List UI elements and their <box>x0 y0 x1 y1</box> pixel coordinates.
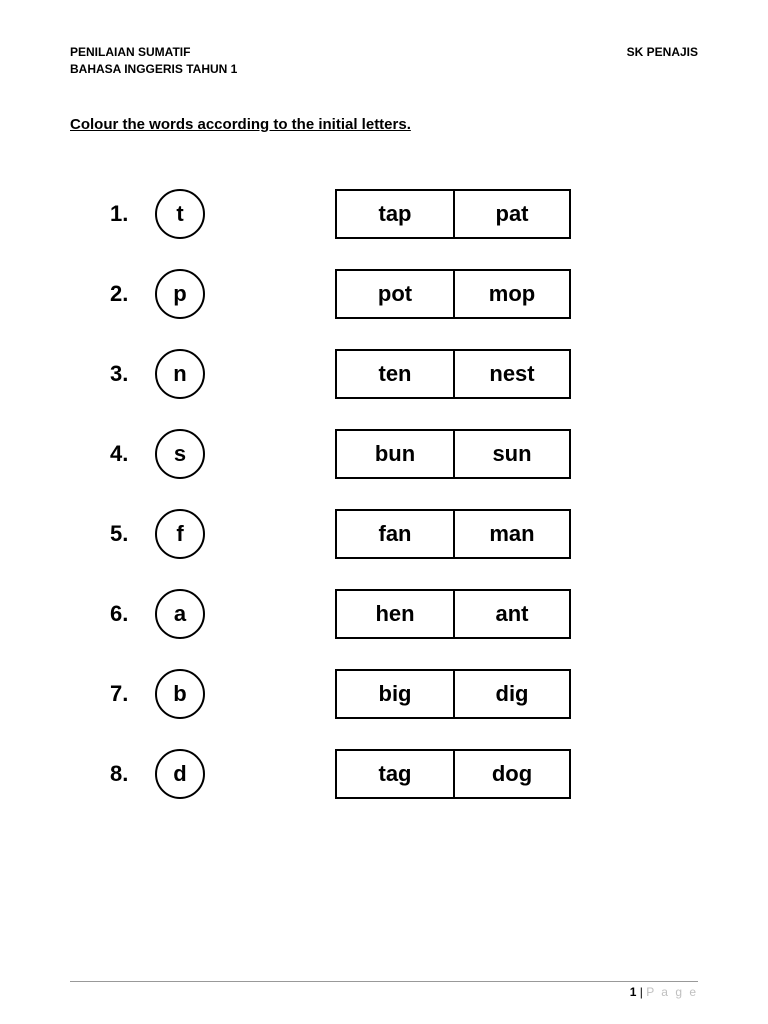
exercise-row: 8. d tag dog <box>110 748 698 800</box>
exercise-row: 5. f fan man <box>110 508 698 560</box>
word-box-1: tap <box>335 189 453 239</box>
word-boxes: tap pat <box>335 189 571 239</box>
row-number: 7. <box>110 681 145 707</box>
word-box-2: dig <box>453 669 571 719</box>
exercise-row: 4. s bun sun <box>110 428 698 480</box>
letter-circle: a <box>155 589 205 639</box>
word-boxes: hen ant <box>335 589 571 639</box>
letter-circle: t <box>155 189 205 239</box>
word-box-1: bun <box>335 429 453 479</box>
exercise-container: 1. t tap pat 2. p pot mop 3. n ten nest … <box>70 188 698 800</box>
word-box-1: ten <box>335 349 453 399</box>
exercise-row: 2. p pot mop <box>110 268 698 320</box>
word-boxes: big dig <box>335 669 571 719</box>
header-left-2: BAHASA INGGERIS TAHUN 1 <box>70 62 698 76</box>
row-number: 5. <box>110 521 145 547</box>
word-box-2: ant <box>453 589 571 639</box>
row-number: 6. <box>110 601 145 627</box>
word-box-2: pat <box>453 189 571 239</box>
exercise-row: 7. b big dig <box>110 668 698 720</box>
row-number: 1. <box>110 201 145 227</box>
letter-circle: n <box>155 349 205 399</box>
word-box-2: dog <box>453 749 571 799</box>
word-box-2: man <box>453 509 571 559</box>
word-box-1: hen <box>335 589 453 639</box>
row-number: 8. <box>110 761 145 787</box>
letter-circle: b <box>155 669 205 719</box>
letter-circle: p <box>155 269 205 319</box>
row-number: 4. <box>110 441 145 467</box>
header-right-1: SK PENAJIS <box>627 45 698 59</box>
exercise-row: 6. a hen ant <box>110 588 698 640</box>
word-boxes: pot mop <box>335 269 571 319</box>
page-word: P a g e <box>646 985 698 999</box>
exercise-row: 1. t tap pat <box>110 188 698 240</box>
page-footer: 1 | P a g e <box>70 981 698 999</box>
letter-circle: f <box>155 509 205 559</box>
word-box-2: mop <box>453 269 571 319</box>
word-box-2: sun <box>453 429 571 479</box>
word-boxes: tag dog <box>335 749 571 799</box>
letter-circle: s <box>155 429 205 479</box>
word-box-1: big <box>335 669 453 719</box>
word-boxes: ten nest <box>335 349 571 399</box>
word-box-2: nest <box>453 349 571 399</box>
word-box-1: pot <box>335 269 453 319</box>
page-header: PENILAIAN SUMATIF SK PENAJIS <box>70 45 698 59</box>
exercise-row: 3. n ten nest <box>110 348 698 400</box>
letter-circle: d <box>155 749 205 799</box>
row-number: 2. <box>110 281 145 307</box>
word-boxes: fan man <box>335 509 571 559</box>
word-box-1: tag <box>335 749 453 799</box>
page-separator: | <box>636 985 646 999</box>
word-box-1: fan <box>335 509 453 559</box>
instruction-text: Colour the words according to the initia… <box>70 116 698 133</box>
word-boxes: bun sun <box>335 429 571 479</box>
header-left-1: PENILAIAN SUMATIF <box>70 45 190 59</box>
row-number: 3. <box>110 361 145 387</box>
